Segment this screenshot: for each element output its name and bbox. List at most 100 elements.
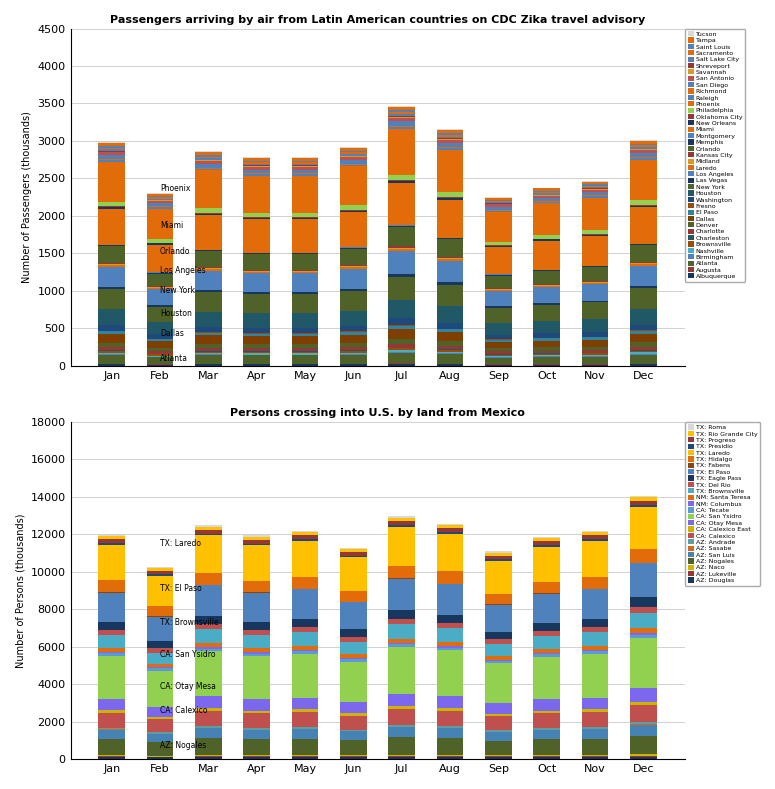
Bar (340, 269, 367, 289)
Bar (437, 332, 463, 342)
Bar (437, 349, 463, 350)
Bar (437, 738, 463, 755)
Bar (485, 210, 512, 211)
Bar (485, 605, 512, 632)
Bar (195, 352, 222, 353)
Bar (340, 555, 367, 557)
Bar (437, 306, 463, 323)
Bar (243, 353, 270, 355)
Bar (243, 630, 270, 635)
Bar (388, 277, 415, 300)
Bar (437, 282, 463, 285)
Bar (195, 152, 222, 155)
Bar (146, 322, 174, 335)
Bar (485, 291, 512, 306)
Bar (195, 250, 222, 252)
Bar (388, 175, 415, 181)
Bar (340, 160, 367, 163)
Bar (437, 756, 463, 757)
Bar (340, 713, 367, 716)
Bar (630, 633, 656, 634)
Bar (533, 739, 560, 755)
Bar (485, 730, 512, 731)
Bar (485, 335, 512, 339)
Bar (340, 552, 367, 555)
Bar (195, 526, 222, 529)
Text: CA: Calexico: CA: Calexico (160, 706, 208, 715)
Bar (98, 209, 125, 245)
Bar (291, 217, 319, 218)
Bar (291, 355, 319, 356)
Text: CA: Otay Mesa: CA: Otay Mesa (160, 682, 216, 690)
Bar (533, 355, 560, 357)
Bar (582, 540, 608, 577)
Bar (630, 264, 656, 266)
Bar (630, 331, 656, 334)
Bar (582, 365, 608, 366)
Bar (533, 241, 560, 270)
Bar (437, 258, 463, 259)
Bar (582, 530, 608, 532)
Bar (388, 349, 415, 350)
Bar (437, 198, 463, 200)
Title: Persons crossing into U.S. by land from Mexico: Persons crossing into U.S. by land from … (230, 409, 525, 418)
Bar (98, 648, 125, 652)
Bar (437, 148, 463, 150)
Bar (243, 648, 270, 652)
Bar (98, 325, 125, 331)
Bar (388, 300, 415, 319)
Bar (533, 204, 560, 235)
Bar (437, 648, 463, 650)
Bar (291, 273, 319, 292)
Bar (243, 158, 270, 161)
Bar (340, 211, 367, 212)
Bar (388, 329, 415, 339)
Bar (243, 163, 270, 164)
Bar (630, 613, 656, 628)
Bar (291, 651, 319, 654)
Bar (340, 591, 367, 602)
Bar (485, 553, 512, 555)
Bar (388, 226, 415, 227)
Bar (340, 151, 367, 152)
Bar (437, 524, 463, 525)
Bar (195, 643, 222, 647)
Bar (340, 549, 367, 552)
Text: AZ: Nogales: AZ: Nogales (160, 741, 206, 750)
Bar (630, 206, 656, 208)
Bar (533, 334, 560, 338)
Bar (98, 355, 125, 364)
Bar (485, 290, 512, 291)
Bar (291, 294, 319, 313)
Bar (582, 189, 608, 192)
Bar (340, 212, 367, 248)
Bar (630, 702, 656, 705)
Bar (533, 730, 560, 739)
Bar (533, 305, 560, 321)
Bar (291, 344, 319, 348)
Bar (533, 341, 560, 347)
Bar (291, 757, 319, 759)
Text: TX: El Paso: TX: El Paso (160, 584, 202, 593)
Bar (146, 571, 174, 574)
Bar (485, 632, 512, 639)
Bar (243, 157, 270, 158)
Bar (146, 732, 174, 734)
Bar (533, 755, 560, 756)
Bar (388, 125, 415, 127)
Text: CA: San Ysidro: CA: San Ysidro (160, 649, 215, 659)
Bar (437, 354, 463, 364)
Bar (291, 166, 319, 170)
Bar (485, 342, 512, 348)
Bar (533, 713, 560, 728)
Bar (582, 284, 608, 301)
Bar (98, 581, 125, 592)
Bar (437, 137, 463, 139)
Bar (340, 335, 367, 343)
Bar (630, 549, 656, 563)
Bar (582, 739, 608, 755)
Bar (195, 292, 222, 312)
Bar (340, 165, 367, 166)
Bar (485, 354, 512, 356)
Bar (340, 351, 367, 353)
